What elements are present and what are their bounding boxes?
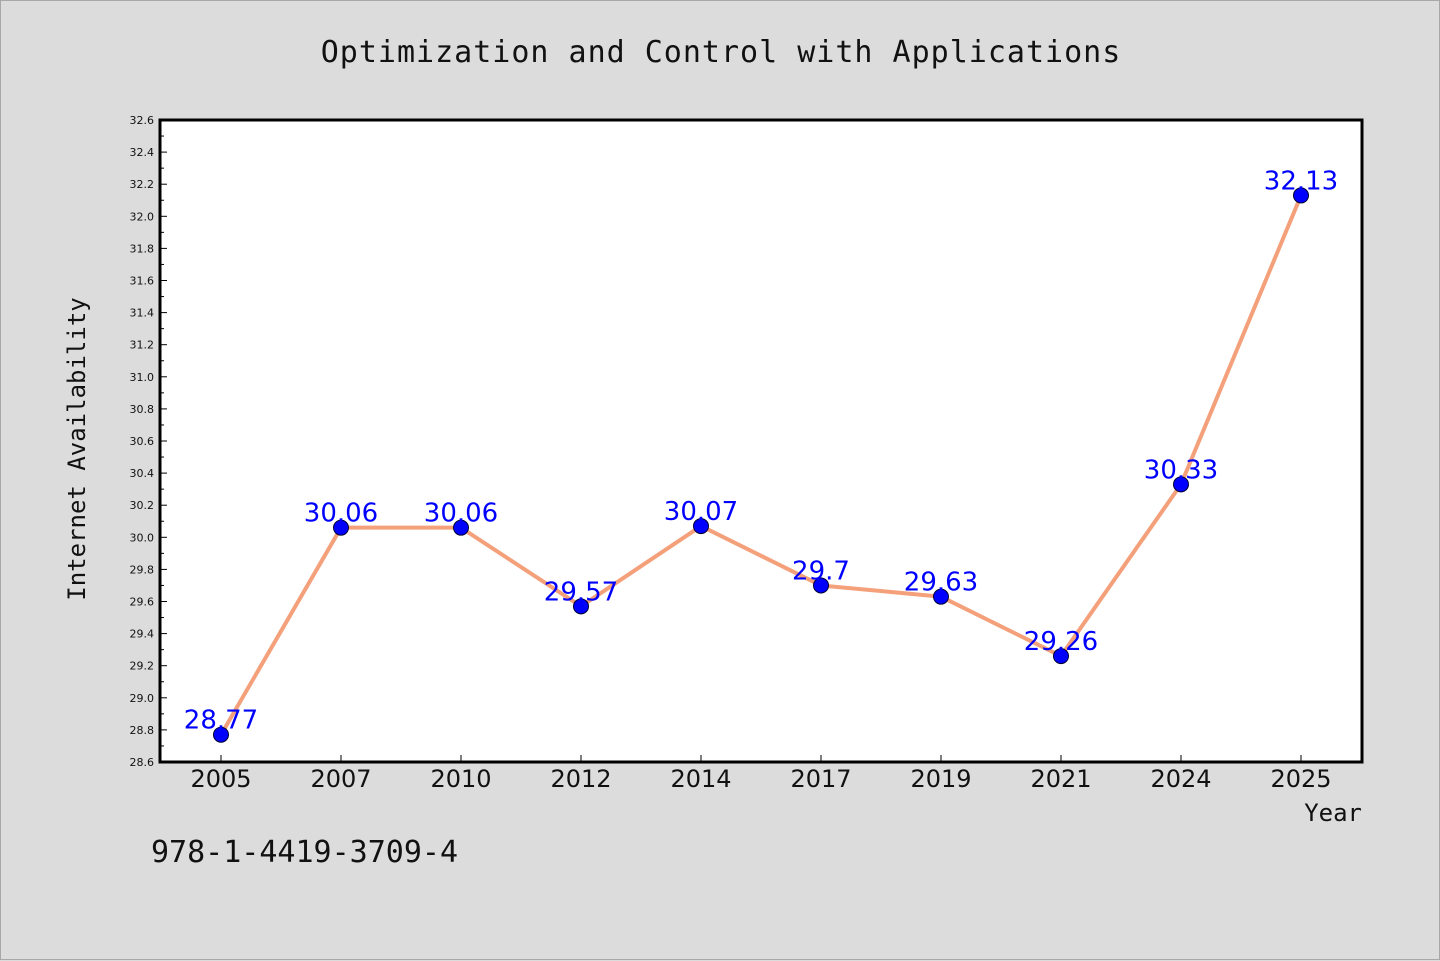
data-point bbox=[333, 519, 349, 536]
data-label: 30.06 bbox=[304, 499, 378, 529]
data-label: 30.06 bbox=[424, 499, 498, 529]
x-tick-label: 2019 bbox=[910, 765, 971, 793]
y-axis-title: Internet Availability bbox=[63, 297, 91, 600]
isbn-label: 978-1-4419-3709-4 bbox=[151, 835, 459, 870]
data-point bbox=[1293, 187, 1309, 204]
x-tick-label: 2025 bbox=[1270, 765, 1331, 793]
y-tick-label: 29.6 bbox=[130, 596, 155, 609]
data-label: 32.13 bbox=[1264, 166, 1338, 196]
data-label: 29.7 bbox=[792, 556, 850, 586]
data-label: 29.63 bbox=[904, 568, 978, 598]
data-point bbox=[453, 519, 469, 536]
data-point bbox=[933, 588, 949, 605]
y-tick-label: 31.6 bbox=[130, 275, 155, 288]
data-point bbox=[1173, 476, 1189, 493]
x-tick-label: 2014 bbox=[670, 765, 731, 793]
y-tick-label: 29.2 bbox=[130, 660, 155, 673]
data-point bbox=[573, 598, 589, 615]
x-axis-title: Year bbox=[1304, 799, 1362, 827]
x-tick-label: 2021 bbox=[1030, 765, 1091, 793]
chart-title: Optimization and Control with Applicatio… bbox=[320, 35, 1122, 70]
data-label: 30.07 bbox=[664, 497, 738, 527]
x-tick-label: 2017 bbox=[790, 765, 851, 793]
data-point bbox=[693, 518, 709, 535]
plot-frame bbox=[158, 118, 1364, 764]
series-line bbox=[219, 193, 1303, 737]
data-label: 30.33 bbox=[1144, 455, 1218, 485]
data-point bbox=[213, 726, 229, 743]
y-tick-label: 32.6 bbox=[130, 114, 155, 127]
data-label: 29.57 bbox=[544, 577, 618, 607]
x-tick-label: 2012 bbox=[550, 765, 611, 793]
y-tick-label: 32.4 bbox=[130, 146, 155, 159]
y-tick-label: 32.2 bbox=[130, 178, 155, 191]
y-tick-label: 31.2 bbox=[130, 339, 155, 352]
y-tick-label: 30.6 bbox=[130, 435, 155, 448]
y-tick-label: 29.0 bbox=[130, 692, 155, 705]
y-tick-label: 30.4 bbox=[130, 467, 155, 480]
plot-area bbox=[160, 120, 1362, 762]
y-tick-label: 29.8 bbox=[130, 563, 155, 576]
data-point bbox=[813, 577, 829, 594]
x-tick-label: 2010 bbox=[430, 765, 491, 793]
y-tick-label: 31.0 bbox=[130, 371, 155, 384]
y-tick-label: 30.2 bbox=[130, 499, 155, 512]
y-tick-label: 30.0 bbox=[130, 531, 155, 544]
data-label: 29.26 bbox=[1024, 627, 1098, 657]
y-tick-label: 28.8 bbox=[130, 724, 155, 737]
y-tick-label: 31.8 bbox=[130, 242, 155, 255]
y-tick-label: 32.0 bbox=[130, 210, 155, 223]
x-tick-label: 2024 bbox=[1150, 765, 1211, 793]
data-label: 28.77 bbox=[184, 706, 258, 736]
y-tick-label: 28.6 bbox=[130, 756, 155, 769]
y-tick-label: 29.4 bbox=[130, 628, 155, 641]
y-tick-label: 31.4 bbox=[130, 307, 155, 320]
x-tick-label: 2005 bbox=[190, 765, 251, 793]
x-tick-label: 2007 bbox=[310, 765, 371, 793]
data-point bbox=[1053, 648, 1069, 665]
y-tick-label: 30.8 bbox=[130, 403, 155, 416]
